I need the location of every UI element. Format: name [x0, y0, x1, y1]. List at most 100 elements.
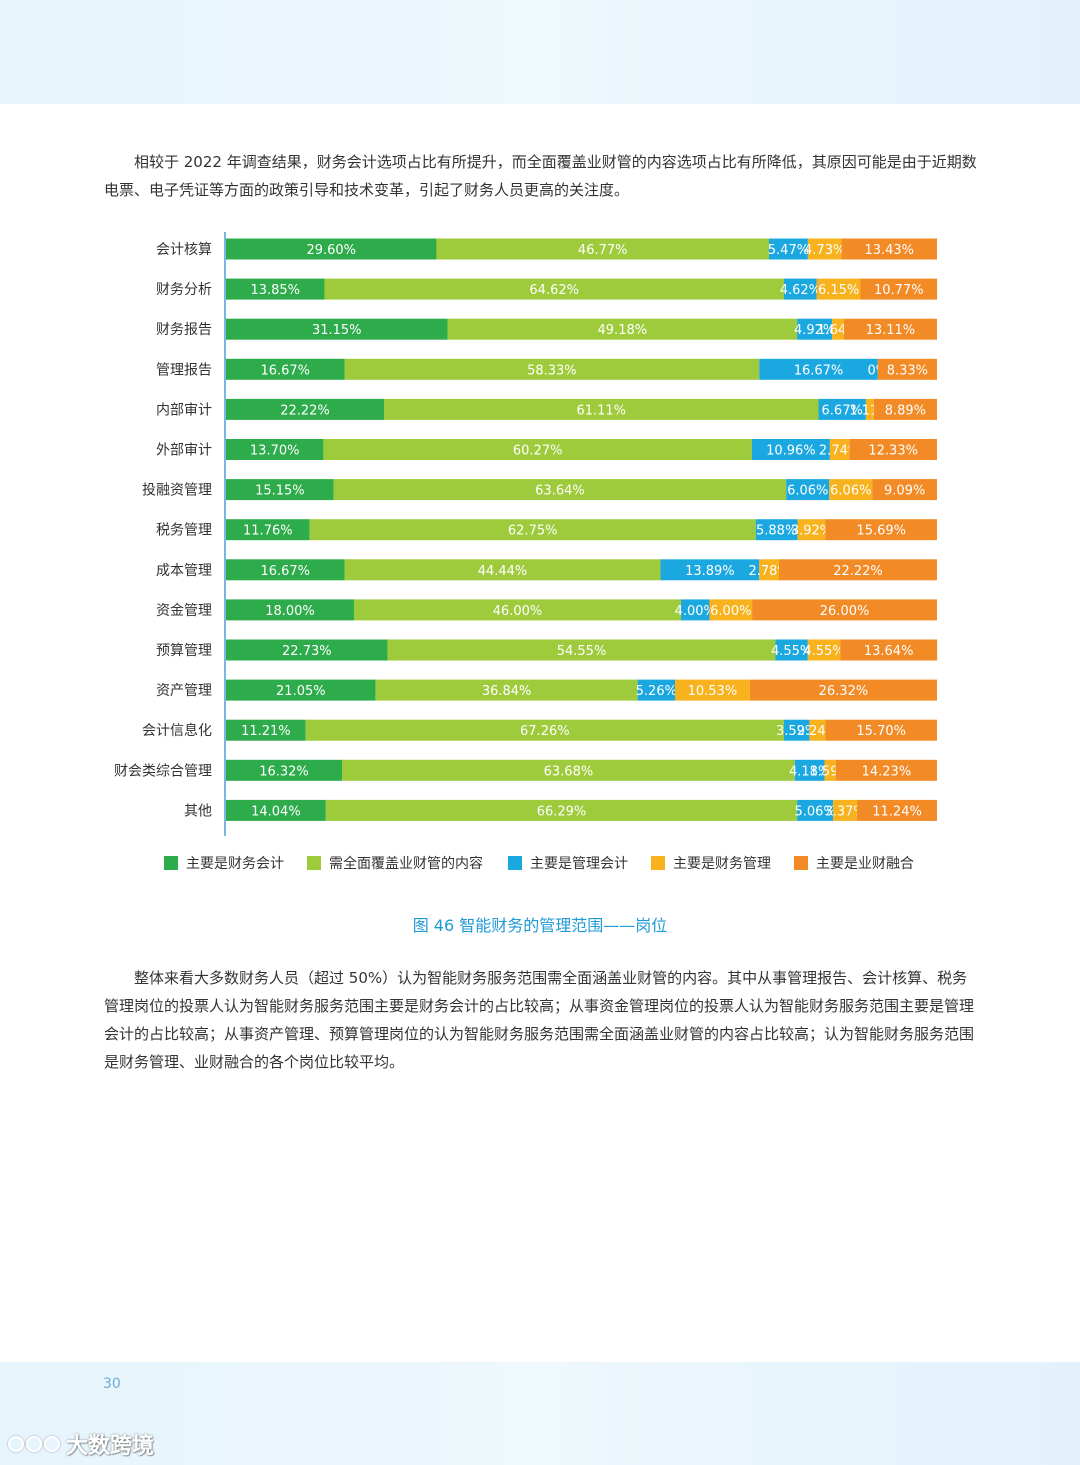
bar-segment	[637, 679, 675, 701]
data-label: 5.26%	[636, 684, 677, 699]
data-label: 22.73%	[282, 644, 332, 659]
bar-segment	[832, 318, 844, 340]
category-label: 投融资管理	[142, 483, 212, 499]
data-label: 15.69%	[856, 524, 906, 539]
bar-segment	[829, 479, 873, 501]
bar-segment	[835, 759, 937, 781]
data-label: 5.47%	[768, 243, 809, 258]
bar-segment	[226, 479, 334, 501]
bar-segment	[752, 599, 937, 621]
bar-segment	[877, 358, 937, 380]
data-label: 4.18%	[789, 764, 830, 779]
data-label: 9.09%	[884, 484, 925, 499]
data-label: 4.00%	[675, 604, 716, 619]
data-label: 66.29%	[537, 804, 587, 819]
data-label: 36.84%	[482, 684, 532, 699]
bar-segment	[818, 398, 866, 420]
bar-segment	[865, 398, 874, 420]
data-label: 26.32%	[819, 684, 869, 699]
bar-segment	[833, 799, 858, 821]
bar-segment	[775, 639, 808, 661]
bar-segment	[824, 759, 836, 781]
data-label: 10.53%	[688, 684, 738, 699]
bar-segment	[759, 559, 780, 581]
data-label: 10.96%	[766, 444, 816, 459]
data-label: 3.37%	[824, 804, 865, 819]
bar-segment	[226, 799, 326, 821]
data-label: 63.68%	[544, 764, 594, 779]
legend-swatch	[307, 856, 321, 870]
stacked-bar-chart: 会计核算 29.60% 46.77% 5.47%4.73% 13.43% 财务分析 13.8…	[114, 232, 938, 872]
bar-segment	[226, 318, 448, 340]
bar-segment	[797, 519, 826, 541]
legend-label: 主要是财务会计	[186, 856, 284, 872]
category-label: 外部审计	[156, 443, 212, 459]
data-label: 16.67%	[794, 363, 844, 378]
category-label: 财务分析	[156, 282, 212, 298]
data-label: 18.00%	[265, 604, 315, 619]
legend-label: 主要是财务管理	[673, 856, 771, 872]
bottom-banner	[0, 1362, 1080, 1465]
data-label: 4.62%	[780, 283, 821, 298]
category-label: 财会类综合管理	[114, 763, 212, 779]
data-label: 64.62%	[529, 283, 579, 298]
data-label: 46.00%	[493, 604, 543, 619]
bar-segment	[226, 358, 345, 380]
data-label: 4.92%	[794, 323, 835, 338]
page-number: 30	[103, 1376, 121, 1392]
bar-segment	[873, 398, 937, 420]
bar-segment	[759, 358, 878, 380]
data-label: 8.89%	[885, 403, 926, 418]
bar-segment	[825, 519, 937, 541]
category-label: 其他	[184, 803, 212, 819]
bar-segment	[226, 559, 345, 581]
data-label: 13.11%	[866, 323, 916, 338]
bar-segment	[323, 439, 752, 460]
bar-segment	[387, 639, 776, 661]
data-label: 60.27%	[513, 444, 563, 459]
bar-segment	[783, 719, 810, 741]
data-label: 29.60%	[306, 243, 356, 258]
bar-segment	[751, 439, 830, 460]
category-label: 预算管理	[156, 643, 212, 659]
bar-segment	[797, 799, 834, 821]
data-label: 58.33%	[527, 363, 577, 378]
legend-label: 主要是业财融合	[816, 856, 914, 872]
legend-swatch	[164, 856, 178, 870]
bar-segment	[383, 398, 819, 420]
data-label: 22.22%	[280, 403, 330, 418]
bar-segment	[779, 559, 937, 581]
data-label: 15.15%	[255, 484, 305, 499]
data-label: 13.70%	[250, 444, 300, 459]
bar-segment	[843, 318, 937, 340]
data-label: 14.23%	[862, 764, 912, 779]
bar-segment	[333, 479, 787, 501]
category-label: 税务管理	[156, 523, 212, 539]
bar-segment	[872, 479, 937, 501]
category-label: 会计信息化	[142, 722, 212, 739]
bar-segment	[436, 238, 769, 260]
data-label: 6.00%	[710, 604, 751, 619]
legend-label: 主要是管理会计	[530, 856, 628, 872]
bar-segment	[755, 519, 798, 541]
category-label: 会计核算	[156, 242, 212, 258]
data-label: 6.06%	[830, 484, 871, 499]
data-label: 14.04%	[251, 804, 301, 819]
data-label: 15.70%	[856, 724, 906, 739]
bar-segment	[807, 639, 841, 661]
category-label: 资金管理	[156, 603, 212, 619]
footer-logo: 大数跨境	[8, 1428, 154, 1460]
bar-segment	[447, 318, 798, 340]
data-label: 26.00%	[820, 604, 870, 619]
data-label: 13.89%	[685, 564, 735, 579]
intro-paragraph: 相较于 2022 年调查结果，财务会计选项占比有所提升，而全面覆盖业财管的内容选…	[104, 153, 977, 199]
bar-segment	[786, 479, 830, 501]
data-label: 13.64%	[864, 644, 914, 659]
bar-segment	[226, 639, 388, 661]
bar-segment	[353, 599, 682, 621]
data-label: 49.18%	[598, 323, 648, 338]
bar-segment	[226, 719, 306, 741]
data-label: 21.05%	[276, 684, 326, 699]
data-label: 44.44%	[478, 564, 528, 579]
bar-segment	[768, 238, 808, 260]
